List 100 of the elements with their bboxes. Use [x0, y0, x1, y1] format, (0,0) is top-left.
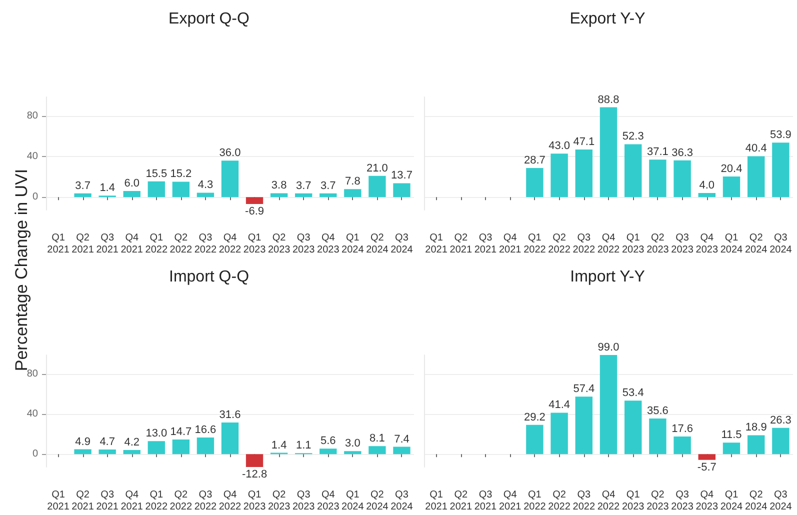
x-tick-label: Q4 2022 [218, 232, 242, 256]
bar [649, 160, 666, 198]
x-tick-label: Q1 2024 [342, 490, 364, 512]
bar [550, 154, 568, 198]
data-label: 36.3 [672, 146, 694, 159]
bar [368, 446, 386, 454]
data-label: 21.0 [366, 162, 388, 174]
data-label: 3.7 [296, 180, 312, 192]
x-tick-label: Q4 2023 [696, 490, 718, 512]
data-label: 8.1 [370, 432, 385, 445]
x-tick-label: Q4 2021 [120, 490, 144, 512]
data-label: 7.4 [394, 433, 410, 446]
x-tick-label: Q3 2022 [194, 232, 218, 256]
x-tick-label: Q4 2023 [317, 490, 340, 512]
data-label: 36.0 [219, 147, 241, 160]
bar [295, 193, 312, 198]
x-tick-label: Q3 2021 [96, 232, 119, 256]
data-label: 17.6 [672, 423, 694, 436]
data-label: 1.1 [296, 440, 312, 452]
x-tick-label: Q4 2023 [696, 232, 718, 256]
x-tick-label: Q2 2021 [72, 490, 94, 512]
data-label: 31.6 [219, 409, 241, 422]
data-label: 15.2 [170, 168, 192, 180]
data-label: 1.4 [271, 439, 287, 452]
data-label: 4.9 [75, 436, 90, 448]
bar [74, 193, 92, 198]
data-label: 6.0 [124, 178, 140, 190]
x-tick-label: Q2 2021 [450, 490, 472, 512]
x-tick-label: Q1 2021 [47, 490, 70, 512]
x-tick-label: Q1 2021 [425, 232, 448, 256]
data-label: 15.5 [146, 168, 168, 180]
bar [148, 181, 165, 198]
bar [747, 156, 765, 198]
bar [600, 355, 618, 454]
bar [649, 418, 666, 454]
data-label: 4.2 [124, 436, 140, 448]
x-tick-label: Q3 2024 [770, 490, 792, 512]
bar [674, 160, 691, 198]
bar [393, 446, 410, 454]
x-tick-label: Q1 2023 [243, 490, 266, 512]
data-label: 4.3 [198, 179, 214, 192]
x-tick-label: Q4 2023 [317, 232, 340, 256]
data-label: 3.7 [75, 180, 90, 192]
data-label: 26.3 [770, 414, 792, 426]
y-tick-label: 40 [26, 408, 38, 420]
y-tick-label: 80 [26, 110, 38, 122]
x-tick-label: Q3 2022 [572, 490, 596, 512]
data-label: 11.5 [721, 429, 742, 442]
data-label: 20.4 [720, 162, 742, 175]
bar [747, 435, 765, 454]
data-label: 41.4 [548, 399, 570, 412]
data-label: 4.0 [699, 180, 715, 192]
x-tick-label: Q1 2022 [145, 232, 168, 256]
x-tick-label: Q2 2024 [366, 232, 389, 256]
x-tick-label: Q4 2022 [597, 232, 620, 256]
bar [172, 182, 190, 198]
bar [246, 454, 264, 467]
x-tick-label: Q1 2021 [47, 232, 70, 256]
x-tick-label: Q1 2023 [622, 490, 645, 512]
bar [123, 450, 140, 454]
bar [172, 439, 190, 454]
x-tick-label: Q3 2023 [292, 232, 316, 256]
x-tick-label: Q3 2021 [474, 490, 498, 512]
data-label: 3.0 [345, 438, 360, 450]
chart-title: Export Q-Q [168, 10, 250, 28]
x-tick-label: Q1 2023 [622, 232, 645, 256]
bar [550, 412, 568, 454]
x-tick-label: Q2 2021 [450, 232, 472, 256]
data-label: 14.7 [170, 426, 192, 438]
x-tick-label: Q2 2024 [744, 490, 768, 512]
bar [575, 396, 593, 454]
y-tick-label: 40 [26, 151, 38, 162]
data-label: 52.3 [622, 130, 644, 143]
data-label: 47.1 [573, 136, 595, 148]
bar [722, 176, 740, 198]
data-label: 13.0 [146, 428, 168, 440]
data-label: 37.1 [646, 146, 668, 158]
x-tick-label: Q3 2024 [770, 232, 792, 256]
bar [368, 176, 386, 198]
data-label: 57.4 [573, 383, 595, 396]
bar [575, 149, 593, 198]
x-tick-label: Q1 2024 [720, 232, 744, 256]
bar [246, 197, 264, 204]
bar [221, 160, 239, 198]
data-label: 35.6 [646, 405, 668, 418]
data-label: -5.7 [697, 461, 716, 474]
x-tick-label: Q4 2022 [597, 490, 620, 512]
data-label: 5.6 [320, 435, 336, 448]
data-label: 3.7 [320, 180, 336, 192]
data-label: 43.0 [548, 140, 570, 152]
chart-title: Export Y-Y [570, 10, 646, 28]
data-label: 53.4 [622, 387, 644, 400]
bar [270, 193, 288, 198]
bar [74, 449, 92, 454]
data-label: 16.6 [194, 424, 216, 436]
data-label: 88.8 [598, 94, 620, 106]
x-tick-label: Q2 2023 [268, 490, 291, 512]
x-tick-label: Q4 2021 [498, 490, 522, 512]
x-tick-label: Q4 2021 [498, 232, 522, 256]
bar [526, 168, 544, 198]
